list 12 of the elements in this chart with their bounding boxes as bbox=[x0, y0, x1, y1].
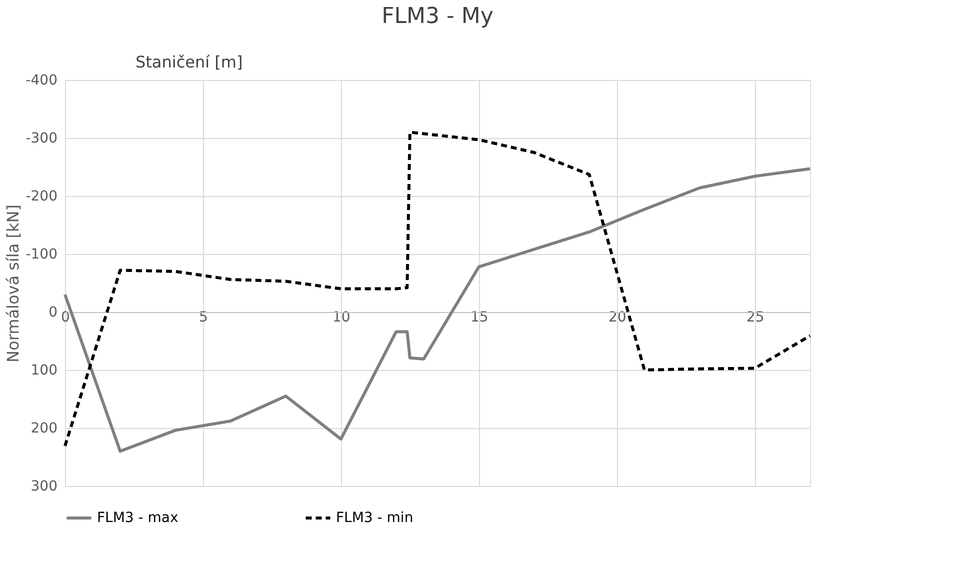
legend-label: FLM3 - min bbox=[336, 510, 414, 526]
y-tick-label: 300 bbox=[30, 478, 58, 494]
x-axis-title: Staničení [m] bbox=[136, 52, 243, 72]
y-tick-label: -400 bbox=[26, 72, 58, 88]
y-tick-label: -100 bbox=[26, 246, 58, 262]
legend-label: FLM3 - max bbox=[97, 510, 178, 526]
y-axis-title: Normálová síla [kN] bbox=[4, 204, 23, 362]
y-tick-label: 100 bbox=[30, 362, 58, 378]
y-tick-label: 200 bbox=[30, 420, 58, 436]
y-tick-label: -300 bbox=[26, 130, 58, 146]
y-tick-label: -200 bbox=[26, 188, 58, 204]
chart-title: FLM3 - My bbox=[382, 4, 494, 29]
